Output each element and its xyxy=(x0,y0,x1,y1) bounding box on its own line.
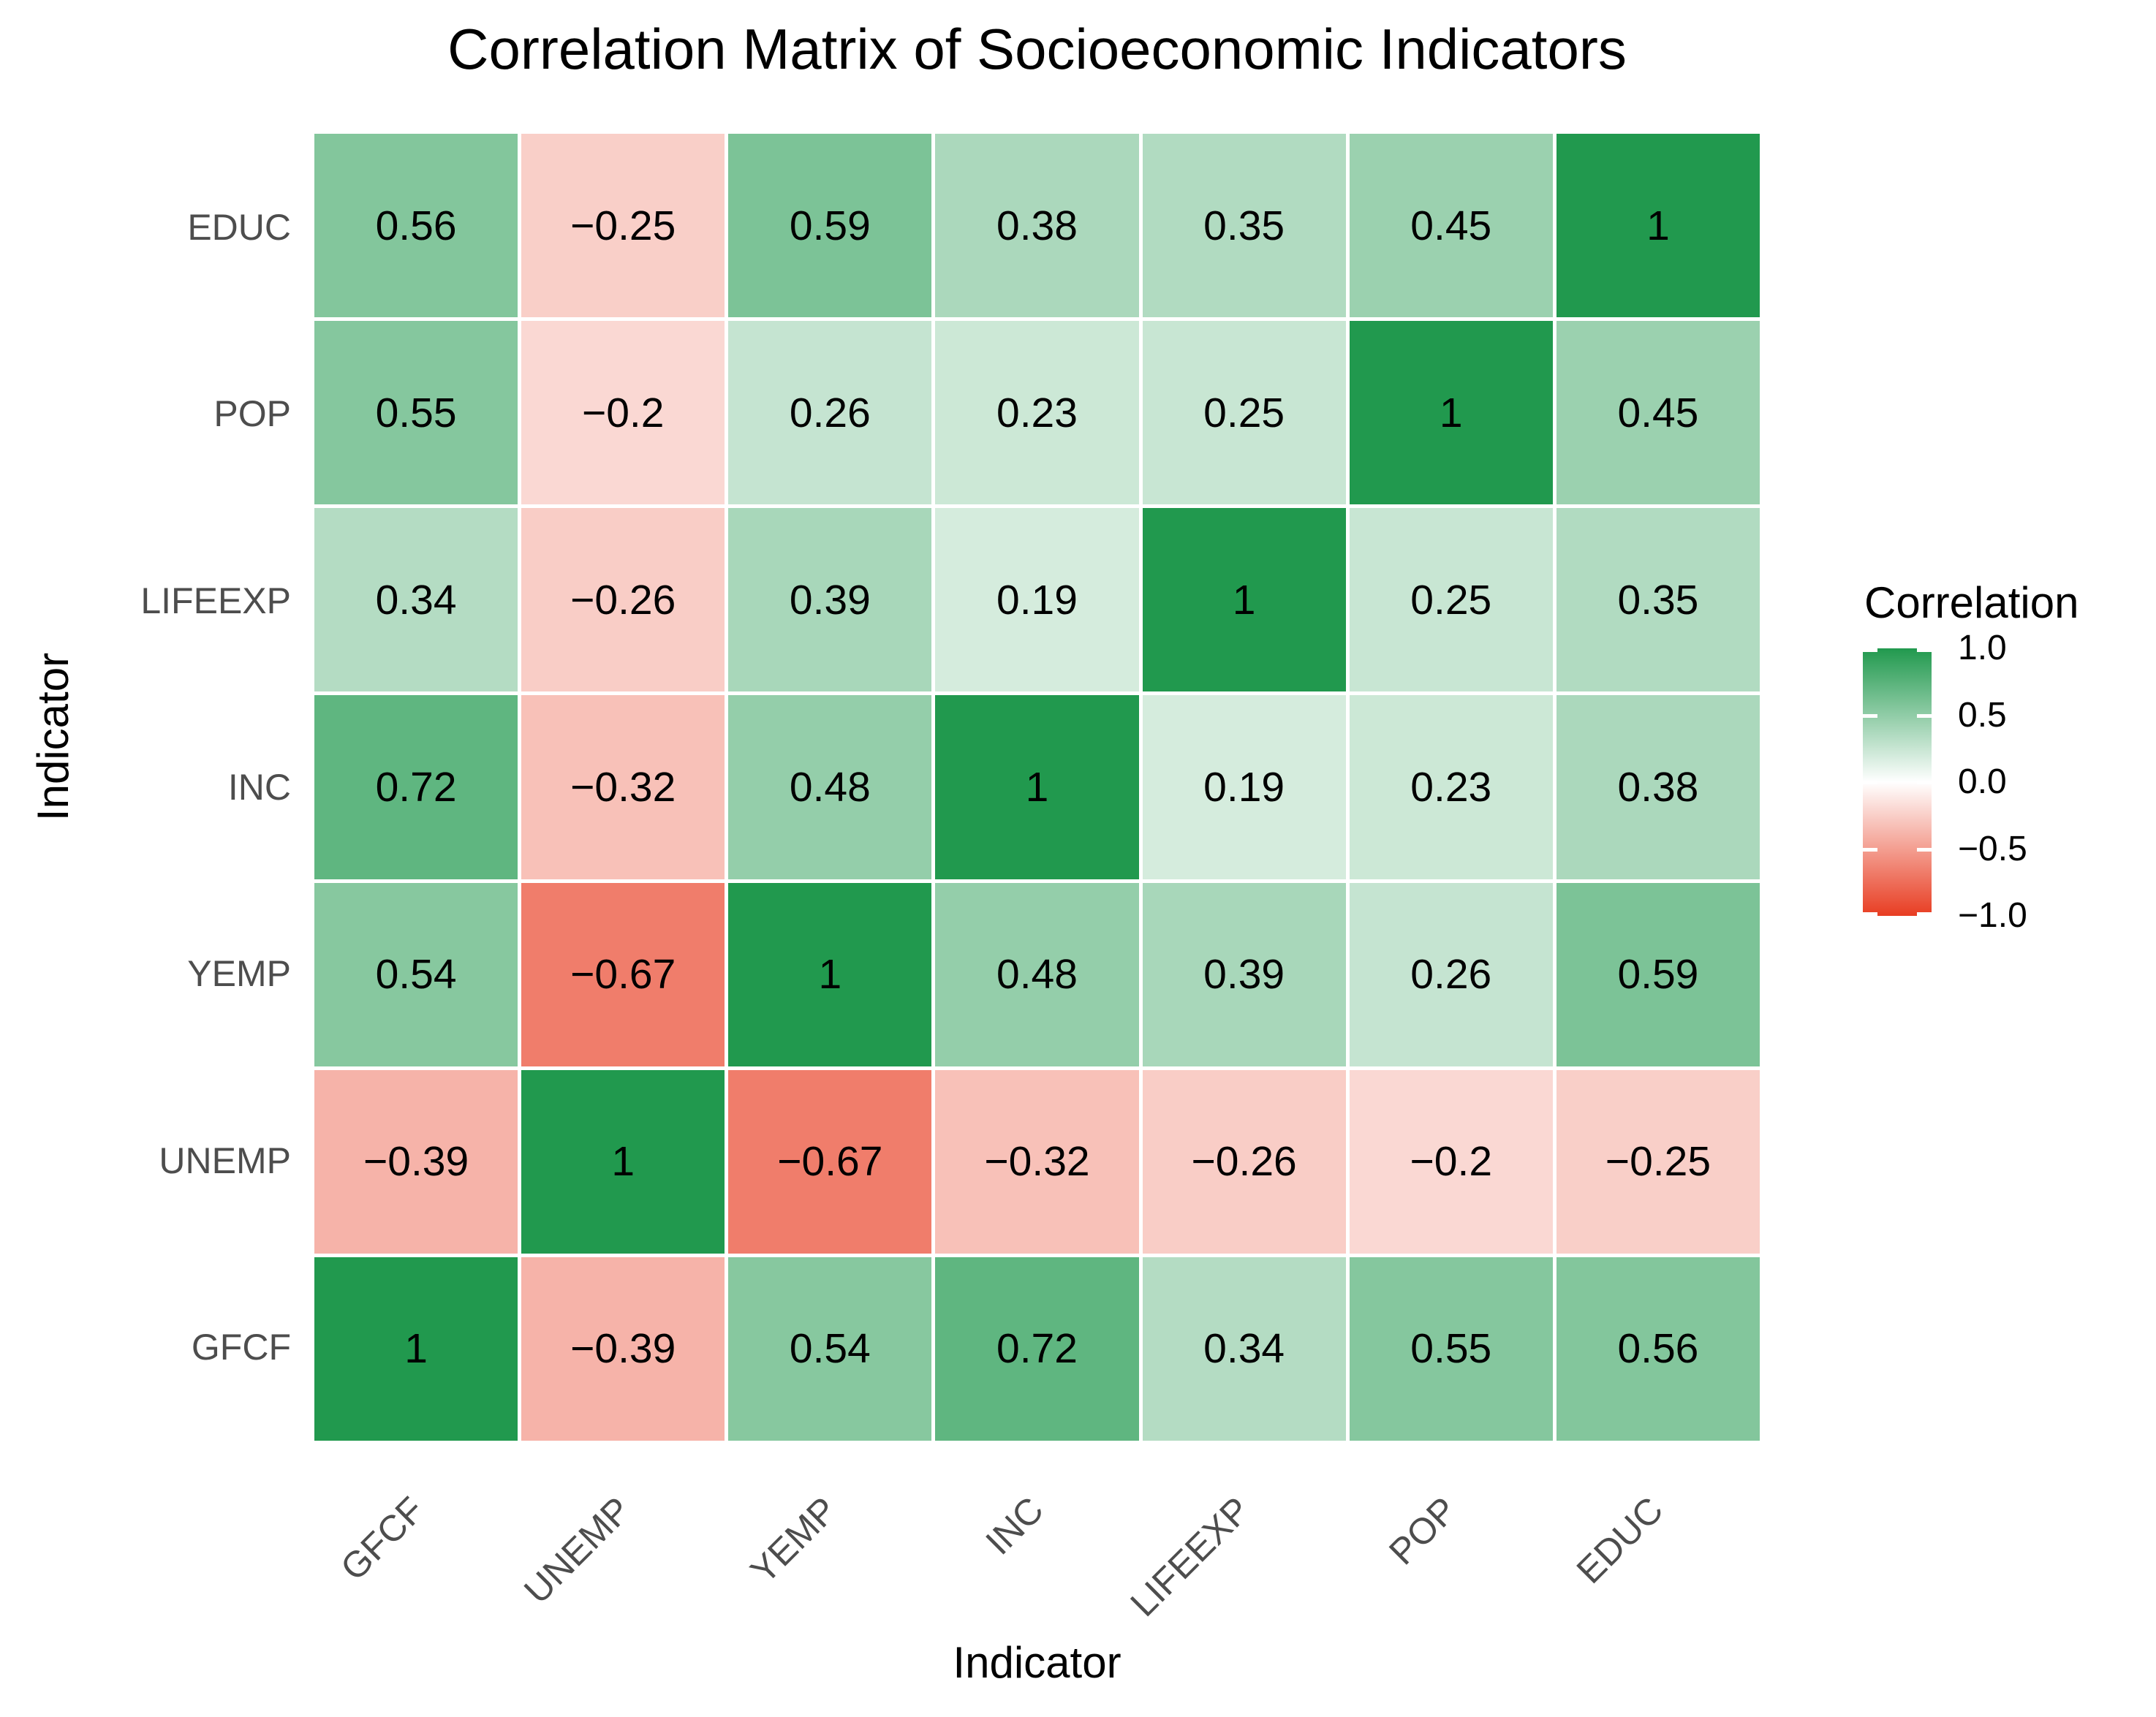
legend-tick-label-1.0: 1.0 xyxy=(1958,629,2007,667)
legend-tick-label-−1.0: −1.0 xyxy=(1958,896,2027,935)
heatmap-cell-GFCF-LIFEEXP: 0.34 xyxy=(1142,1257,1346,1441)
legend-title: Correlation xyxy=(1864,578,2079,627)
heatmap-cell-GFCF-INC: 0.72 xyxy=(935,1257,1139,1441)
heatmap-cell-EDUC-INC: 0.38 xyxy=(935,134,1139,318)
heatmap-cell-YEMP-INC: 0.48 xyxy=(935,882,1139,1066)
heatmap-cell-GFCF-UNEMP: −0.39 xyxy=(521,1257,725,1441)
legend-tick-mark xyxy=(1863,848,1877,852)
heatmap-cell-INC-INC: 1 xyxy=(935,695,1139,879)
x-tick-label-LIFEEXP: LIFEEXP xyxy=(1122,1489,1258,1625)
legend-tick-mark xyxy=(1917,848,1932,852)
legend-tick-mark xyxy=(1917,912,1932,916)
heatmap-cell-LIFEEXP-LIFEEXP: 1 xyxy=(1142,508,1346,692)
heatmap-cell-YEMP-YEMP: 1 xyxy=(728,882,932,1066)
heatmap-cell-POP-INC: 0.23 xyxy=(935,321,1139,505)
heatmap-grid: 0.56 −0.25 0.59 0.38 0.35 0.45 1 0.55 −0.2 0.26 0.… xyxy=(314,134,1760,1441)
heatmap-cell-EDUC-GFCF: 0.56 xyxy=(314,134,518,318)
heatmap-cell-EDUC-LIFEEXP: 0.35 xyxy=(1142,134,1346,318)
heatmap-cell-LIFEEXP-YEMP: 0.39 xyxy=(728,508,932,692)
legend-tick-label-0.0: 0.0 xyxy=(1958,762,2007,801)
y-tick-label-UNEMP: UNEMP xyxy=(159,1140,291,1181)
legend-tick-mark xyxy=(1863,912,1877,916)
heatmap-cell-EDUC-UNEMP: −0.25 xyxy=(521,134,725,318)
x-tick-label-INC: INC xyxy=(977,1489,1052,1563)
heatmap-cell-POP-YEMP: 0.26 xyxy=(728,321,932,505)
legend-tick-mark xyxy=(1917,648,1932,652)
heatmap-cell-LIFEEXP-POP: 0.25 xyxy=(1349,508,1553,692)
y-tick-label-POP: POP xyxy=(213,393,291,435)
legend-tick-mark xyxy=(1917,714,1932,718)
y-tick-label-YEMP: YEMP xyxy=(187,953,291,995)
heatmap-cell-POP-EDUC: 0.45 xyxy=(1556,321,1760,505)
legend-tick-label-0.5: 0.5 xyxy=(1958,695,2007,735)
heatmap-cell-UNEMP-GFCF: −0.39 xyxy=(314,1069,518,1254)
heatmap-cell-EDUC-EDUC: 1 xyxy=(1556,134,1760,318)
heatmap-cell-UNEMP-LIFEEXP: −0.26 xyxy=(1142,1069,1346,1254)
heatmap-cell-GFCF-GFCF: 1 xyxy=(314,1257,518,1441)
heatmap-cell-INC-YEMP: 0.48 xyxy=(728,695,932,879)
heatmap-cell-INC-UNEMP: −0.32 xyxy=(521,695,725,879)
x-axis-title: Indicator xyxy=(953,1638,1122,1687)
heatmap-cell-POP-POP: 1 xyxy=(1349,321,1553,505)
legend-tick-mark xyxy=(1917,781,1932,784)
heatmap-cell-POP-LIFEEXP: 0.25 xyxy=(1142,321,1346,505)
heatmap-cell-INC-GFCF: 0.72 xyxy=(314,695,518,879)
legend-tick-label-−0.5: −0.5 xyxy=(1958,829,2027,868)
chart-title: Correlation Matrix of Socioeconomic Indi… xyxy=(447,17,1627,81)
heatmap-cell-GFCF-YEMP: 0.54 xyxy=(728,1257,932,1441)
x-tick-label-GFCF: GFCF xyxy=(333,1489,433,1589)
heatmap-cell-LIFEEXP-INC: 0.19 xyxy=(935,508,1139,692)
x-tick-label-UNEMP: UNEMP xyxy=(516,1489,639,1612)
heatmap-cell-YEMP-EDUC: 0.59 xyxy=(1556,882,1760,1066)
legend-tick-mark xyxy=(1863,714,1877,718)
heatmap-cell-LIFEEXP-EDUC: 0.35 xyxy=(1556,508,1760,692)
y-tick-label-INC: INC xyxy=(227,766,291,808)
x-tick-label-EDUC: EDUC xyxy=(1568,1489,1671,1591)
heatmap-cell-YEMP-UNEMP: −0.67 xyxy=(521,882,725,1066)
heatmap-cell-POP-UNEMP: −0.2 xyxy=(521,321,725,505)
heatmap-cell-GFCF-POP: 0.55 xyxy=(1349,1257,1553,1441)
heatmap-cell-EDUC-POP: 0.45 xyxy=(1349,134,1553,318)
legend-tick-mark xyxy=(1863,781,1877,784)
heatmap-cell-UNEMP-UNEMP: 1 xyxy=(521,1069,725,1254)
heatmap-cell-UNEMP-EDUC: −0.25 xyxy=(1556,1069,1760,1254)
heatmap-cell-POP-GFCF: 0.55 xyxy=(314,321,518,505)
heatmap-cell-EDUC-YEMP: 0.59 xyxy=(728,134,932,318)
heatmap-cell-INC-POP: 0.23 xyxy=(1349,695,1553,879)
heatmap-cell-INC-LIFEEXP: 0.19 xyxy=(1142,695,1346,879)
heatmap-cell-UNEMP-POP: −0.2 xyxy=(1349,1069,1553,1254)
heatmap-cell-GFCF-EDUC: 0.56 xyxy=(1556,1257,1760,1441)
heatmap-cell-YEMP-GFCF: 0.54 xyxy=(314,882,518,1066)
heatmap-cell-LIFEEXP-UNEMP: −0.26 xyxy=(521,508,725,692)
y-tick-label-GFCF: GFCF xyxy=(191,1327,291,1368)
legend-tick-mark xyxy=(1863,648,1877,652)
heatmap-cell-LIFEEXP-GFCF: 0.34 xyxy=(314,508,518,692)
legend-colorbar xyxy=(1863,648,1932,916)
heatmap-cell-YEMP-LIFEEXP: 0.39 xyxy=(1142,882,1346,1066)
heatmap-cell-UNEMP-INC: −0.32 xyxy=(935,1069,1139,1254)
y-tick-label-LIFEEXP: LIFEEXP xyxy=(140,580,291,621)
x-tick-label-POP: POP xyxy=(1380,1489,1465,1573)
x-tick-label-YEMP: YEMP xyxy=(743,1489,845,1591)
y-tick-label-EDUC: EDUC xyxy=(187,206,291,248)
heatmap-cell-INC-EDUC: 0.38 xyxy=(1556,695,1760,879)
heatmap-cell-UNEMP-YEMP: −0.67 xyxy=(728,1069,932,1254)
y-axis-tick-labels: EDUC POP LIFEEXP INC YEMP UNEMP GFCF xyxy=(0,134,291,1441)
heatmap-cell-YEMP-POP: 0.26 xyxy=(1349,882,1553,1066)
